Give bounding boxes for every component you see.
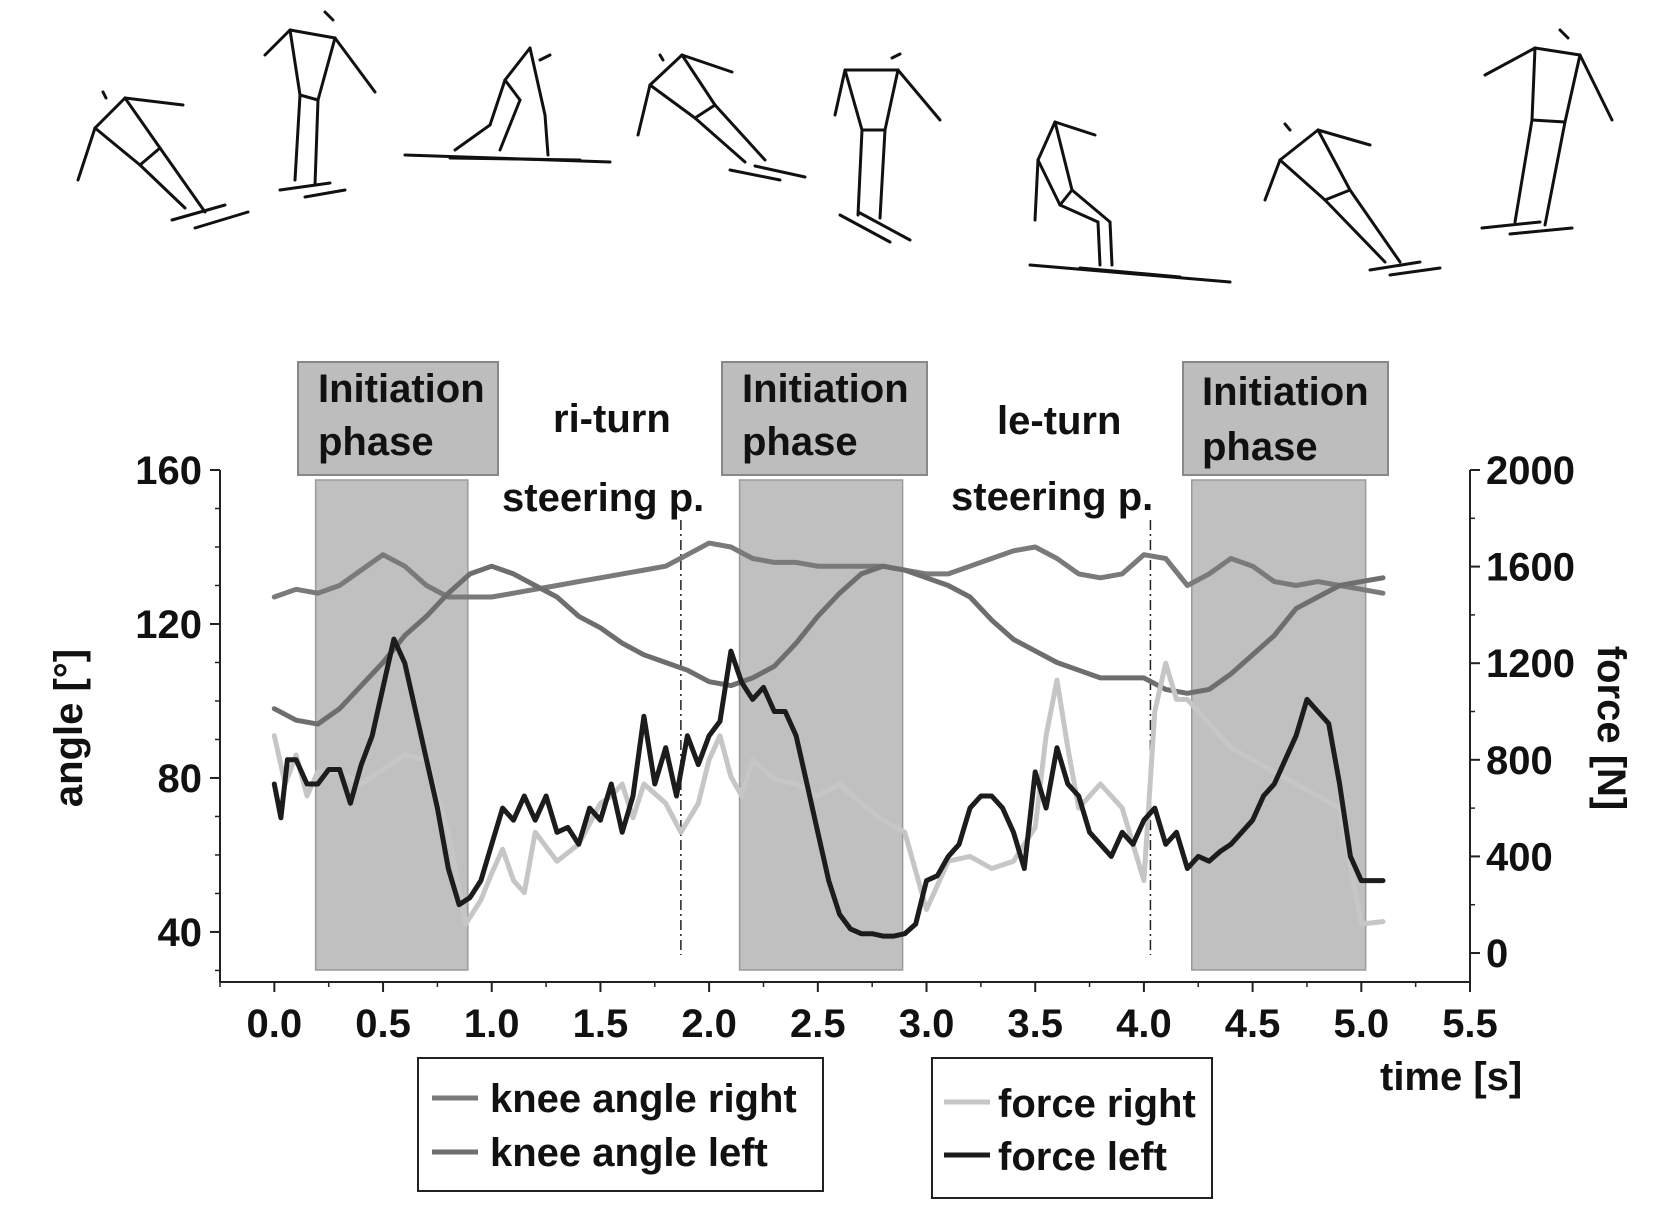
ticks: 0.0 0.5 1.0 1.5 2.0 2.5 3.0 3.5 4.0 4.5 5.0 5.5 40 80… [135, 449, 1575, 1046]
phase-labels: Initiation phase Initiation phase Initia… [297, 361, 1389, 520]
initiation-phase-region-2 [738, 479, 904, 971]
x-tick-label: 3.5 [1007, 1002, 1063, 1046]
skier-figure-7 [1263, 122, 1442, 277]
steering-label-left: steering p. [951, 475, 1153, 519]
x-tick-label: 0.0 [247, 1002, 303, 1046]
turn-label-left: le-turn [997, 399, 1121, 443]
x-tick-label: 3.0 [899, 1002, 955, 1046]
y-tick-label-right: 1600 [1486, 546, 1575, 590]
y-tick-label-left: 40 [158, 911, 203, 955]
skier-figure-8 [1480, 28, 1614, 236]
plot-area: 0.0 0.5 1.0 1.5 2.0 2.5 3.0 3.5 4.0 4.5 5.0 5.5 40 80… [135, 449, 1575, 1046]
y-tick-label-left: 80 [158, 757, 203, 801]
phase-box-3-line1: Initiation [1202, 370, 1369, 414]
x-tick-label: 1.5 [573, 1002, 629, 1046]
y-tick-label-right: 2000 [1486, 449, 1575, 493]
initiation-phase-region-1 [314, 479, 469, 971]
initiation-phase-region-3 [1190, 479, 1367, 971]
series-line-force-right [271, 660, 1386, 927]
x-tick-label: 4.5 [1225, 1002, 1281, 1046]
legend-box-knee [417, 1057, 824, 1192]
legend: knee angle right knee angle left force r… [417, 1057, 1213, 1199]
y-axis-title-left: angle [°] [47, 649, 91, 807]
phase-box-2 [721, 361, 928, 476]
legend-label-force-right: force right [998, 1082, 1196, 1126]
steering-label-right: steering p. [502, 476, 704, 520]
skier-figure-4 [636, 53, 807, 182]
phase-box-3-line2: phase [1202, 425, 1318, 469]
legend-label-force-left: force left [998, 1135, 1167, 1179]
skier-figure-1 [76, 90, 250, 230]
phase-box-1 [297, 361, 499, 476]
x-axis-title: time [s] [1380, 1055, 1522, 1099]
legend-box-force [931, 1057, 1213, 1199]
axes [219, 470, 1471, 983]
x-tick-label: 2.0 [681, 1002, 737, 1046]
skier-illustrations [76, 10, 1614, 284]
turn-label-right: ri-turn [553, 397, 671, 441]
skier-figure-3 [403, 46, 612, 164]
x-tick-label: 1.0 [464, 1002, 520, 1046]
phase-box-2-line1: Initiation [742, 367, 909, 411]
legend-label-knee-right: knee angle right [490, 1077, 797, 1121]
series-line-knee-angle-left [271, 563, 1386, 727]
legend-label-knee-left: knee angle left [490, 1131, 768, 1175]
initiation-phase-shading [314, 479, 1367, 971]
skier-figure-2 [263, 10, 377, 199]
y-axis-title-right: force [N] [1589, 646, 1633, 810]
y-tick-label-left: 120 [135, 603, 202, 647]
y-tick-label-right: 800 [1486, 739, 1553, 783]
y-tick-label-right: 0 [1486, 932, 1508, 976]
series-lines [271, 540, 1386, 939]
y-tick-label-right: 400 [1486, 835, 1553, 879]
series-line-force-left [271, 636, 1386, 939]
skier-figure-5 [833, 52, 942, 244]
steering-markers [680, 520, 1152, 955]
series-line-knee-angle-right [271, 540, 1386, 600]
phase-box-1-line2: phase [318, 420, 434, 464]
phase-box-3 [1182, 361, 1389, 476]
phase-box-1-line1: Initiation [318, 367, 485, 411]
x-tick-label: 4.0 [1116, 1002, 1172, 1046]
x-tick-label: 0.5 [355, 1002, 411, 1046]
x-tick-label: 5.0 [1333, 1002, 1389, 1046]
skier-figure-6 [1028, 120, 1232, 284]
x-tick-label: 5.5 [1442, 1002, 1498, 1046]
phase-box-2-line2: phase [742, 420, 858, 464]
y-tick-label-right: 1200 [1486, 642, 1575, 686]
x-tick-label: 2.5 [790, 1002, 846, 1046]
y-tick-label-left: 160 [135, 449, 202, 493]
